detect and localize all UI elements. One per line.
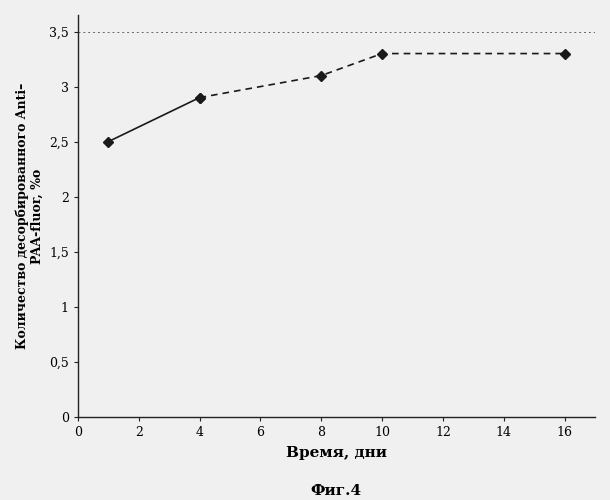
Y-axis label: Количество десорбированного Anti–
PAA-fluor, %о: Количество десорбированного Anti– PAA-fl… (15, 83, 43, 349)
X-axis label: Время, дни: Время, дни (286, 446, 387, 460)
Text: Фиг.4: Фиг.4 (310, 484, 361, 498)
